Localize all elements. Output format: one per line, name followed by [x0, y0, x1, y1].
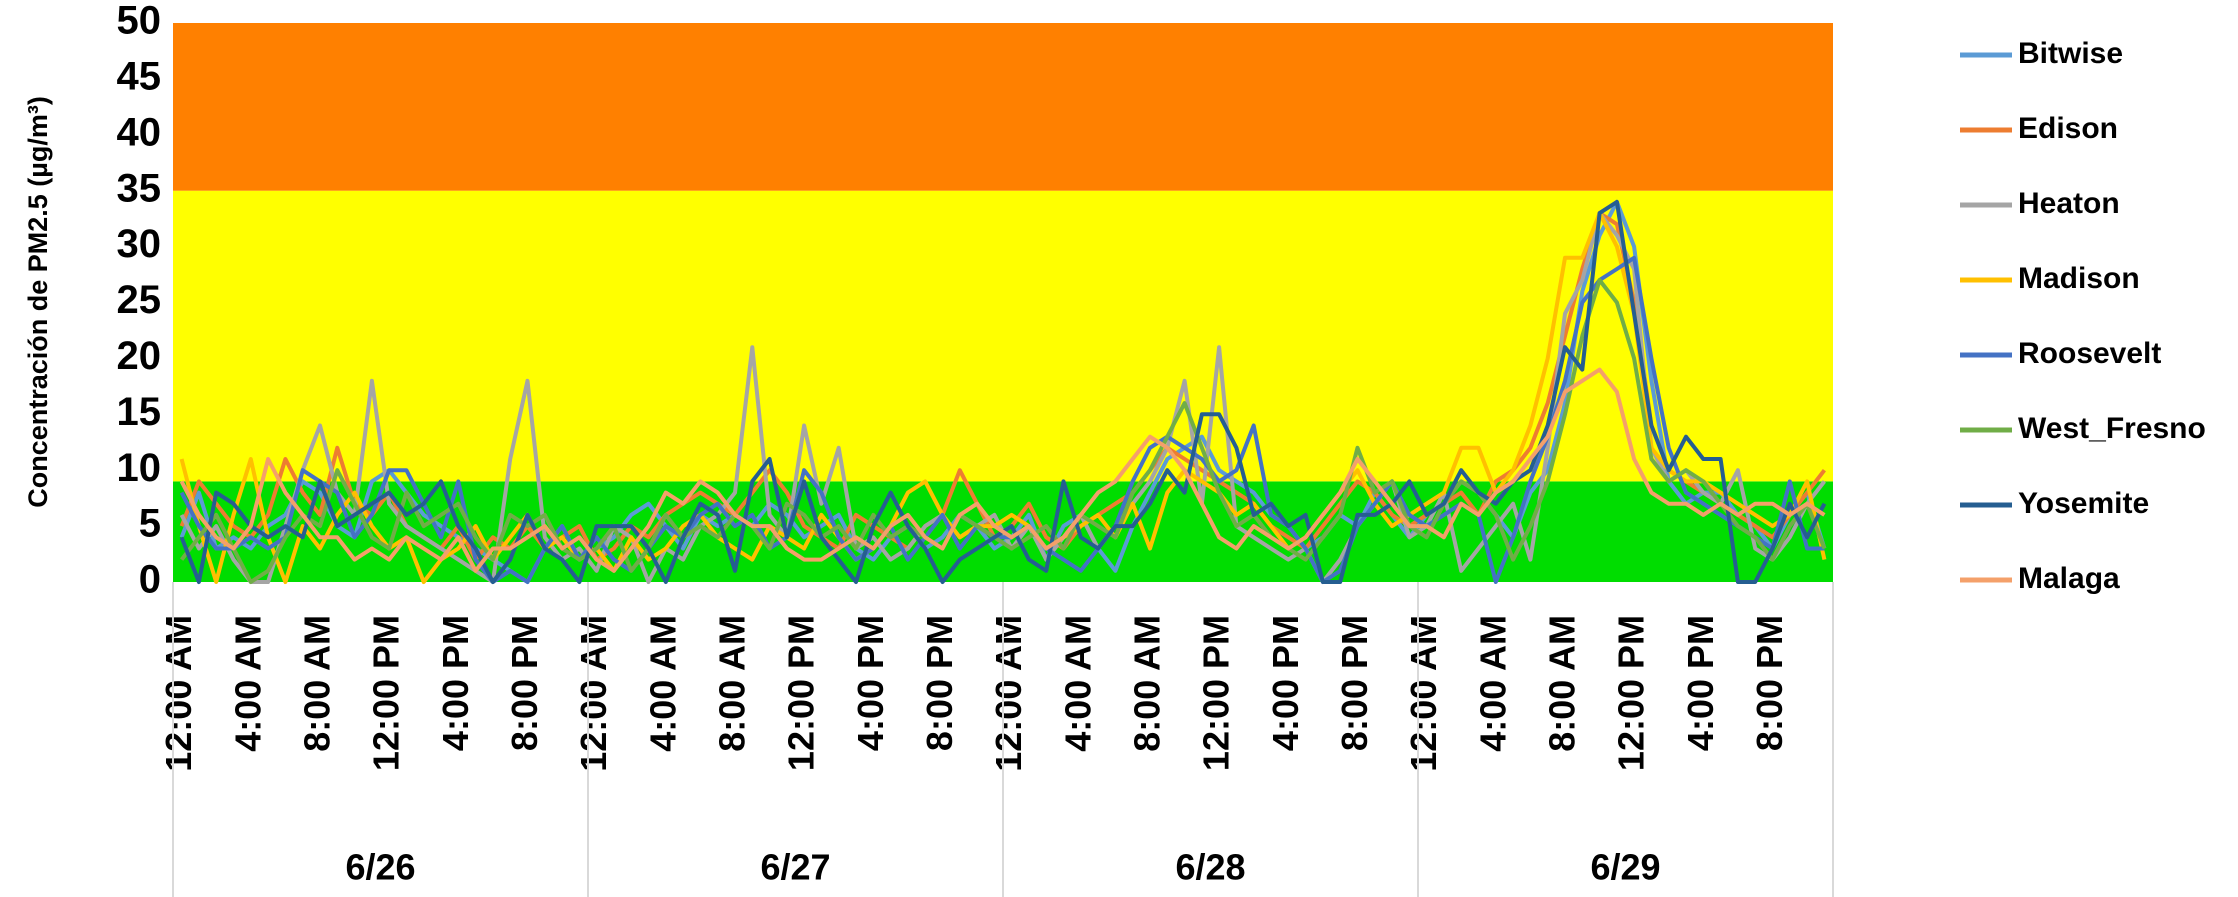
y-tick-label: 0 [139, 558, 161, 602]
x-tick-label: 12:00 AM [1403, 615, 1444, 772]
x-tick-label: 4:00 PM [435, 615, 476, 751]
y-tick-label: 15 [117, 390, 162, 434]
x-tick-label: 12:00 AM [573, 615, 614, 772]
y-tick-label: 5 [139, 502, 161, 546]
y-tick-label: 35 [117, 166, 162, 210]
legend-label: Bitwise [2018, 37, 2123, 70]
series-line [179, 211, 1827, 584]
y-axis-title: Concentración de PM2.5 (µg/m³) [23, 96, 53, 508]
threshold-band [173, 23, 1833, 191]
group-label: 6/26 [345, 847, 415, 888]
x-tick-label: 8:00 PM [1749, 615, 1790, 751]
x-tick-label: 12:00 PM [1196, 615, 1237, 771]
x-tick-label: 12:00 PM [366, 615, 407, 771]
x-tick-label: 4:00 AM [1057, 615, 1098, 752]
x-tick-label: 4:00 AM [1472, 615, 1513, 752]
x-tick-label: 8:00 PM [1334, 615, 1375, 751]
series-line [179, 367, 1826, 573]
group-label: 6/27 [760, 847, 830, 888]
y-tick-label: 40 [117, 110, 162, 154]
group-label: 6/28 [1175, 847, 1245, 888]
legend-label: Yosemite [2018, 487, 2149, 520]
x-tick-label: 8:00 PM [919, 615, 960, 751]
y-tick-label: 10 [117, 446, 162, 490]
x-tick-label: 4:00 AM [642, 615, 683, 752]
y-tick-label: 20 [117, 334, 162, 378]
x-tick-label: 8:00 PM [504, 615, 545, 751]
legend-label: Edison [2018, 112, 2118, 145]
y-tick-label: 45 [117, 54, 162, 98]
series-line [180, 278, 1827, 584]
legend-label: West_Fresno [2018, 412, 2206, 445]
x-tick-label: 12:00 PM [1611, 615, 1652, 771]
x-tick-label: 8:00 AM [1541, 615, 1582, 752]
group-label: 6/29 [1590, 847, 1660, 888]
x-tick-label: 8:00 AM [1126, 615, 1167, 752]
x-tick-label: 12:00 AM [988, 615, 1029, 772]
legend-label: Roosevelt [2018, 337, 2161, 370]
x-tick-label: 12:00 PM [781, 615, 822, 771]
x-tick-label: 4:00 PM [1265, 615, 1306, 751]
legend-label: Heaton [2018, 187, 2120, 220]
x-tick-label: 8:00 AM [711, 615, 752, 752]
legend-label: Madison [2018, 262, 2140, 295]
x-tick-label: 12:00 AM [158, 615, 199, 772]
x-tick-label: 4:00 AM [227, 615, 268, 752]
legend-label: Malaga [2018, 562, 2120, 595]
y-tick-label: 25 [117, 278, 162, 322]
y-tick-label: 50 [117, 0, 162, 43]
y-tick-label: 30 [117, 222, 162, 266]
x-tick-label: 4:00 PM [850, 615, 891, 751]
x-tick-label: 8:00 AM [296, 615, 337, 752]
x-tick-label: 4:00 PM [1680, 615, 1721, 751]
